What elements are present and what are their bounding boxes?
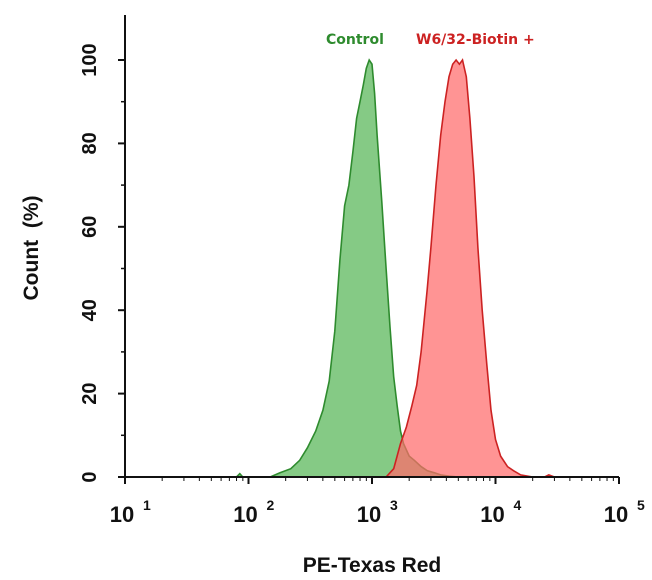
series-line-1: [385, 58, 555, 478]
legend-label-control: Control: [326, 32, 384, 48]
y-tick-label: 0: [79, 471, 101, 482]
legend: Control W6/32-Biotin +: [326, 32, 535, 48]
x-tick-label: 10: [604, 502, 628, 527]
y-tick-label: 80: [79, 132, 101, 154]
x-tick-exponent: 1: [143, 497, 151, 513]
y-tick-label: 40: [79, 299, 101, 321]
series-area-0: [236, 60, 459, 477]
y-tick-label: 20: [79, 382, 101, 404]
legend-label-w6-32-biotin: W6/32-Biotin +: [416, 32, 535, 48]
x-tick-label: 10: [233, 502, 257, 527]
series-area-1: [386, 60, 555, 477]
x-tick-label: 10: [110, 502, 134, 527]
x-tick-label: 10: [357, 502, 381, 527]
ticks-layer: 0 20 40 60 80 100 10 1 10 2 10 3 10 4 10 5: [79, 43, 645, 527]
x-tick-exponent: 4: [514, 497, 522, 513]
x-tick-label: 10: [480, 502, 504, 527]
x-tick-exponent: 3: [390, 497, 398, 513]
y-tick-label: 100: [79, 43, 101, 76]
y-axis-title: Count (%): [20, 196, 43, 301]
x-axis-title: PE-Texas Red: [303, 554, 442, 577]
series-layer: [235, 58, 555, 478]
x-tick-exponent: 5: [637, 497, 645, 513]
y-tick-label: 60: [79, 216, 101, 238]
x-tick-exponent: 2: [267, 497, 275, 513]
